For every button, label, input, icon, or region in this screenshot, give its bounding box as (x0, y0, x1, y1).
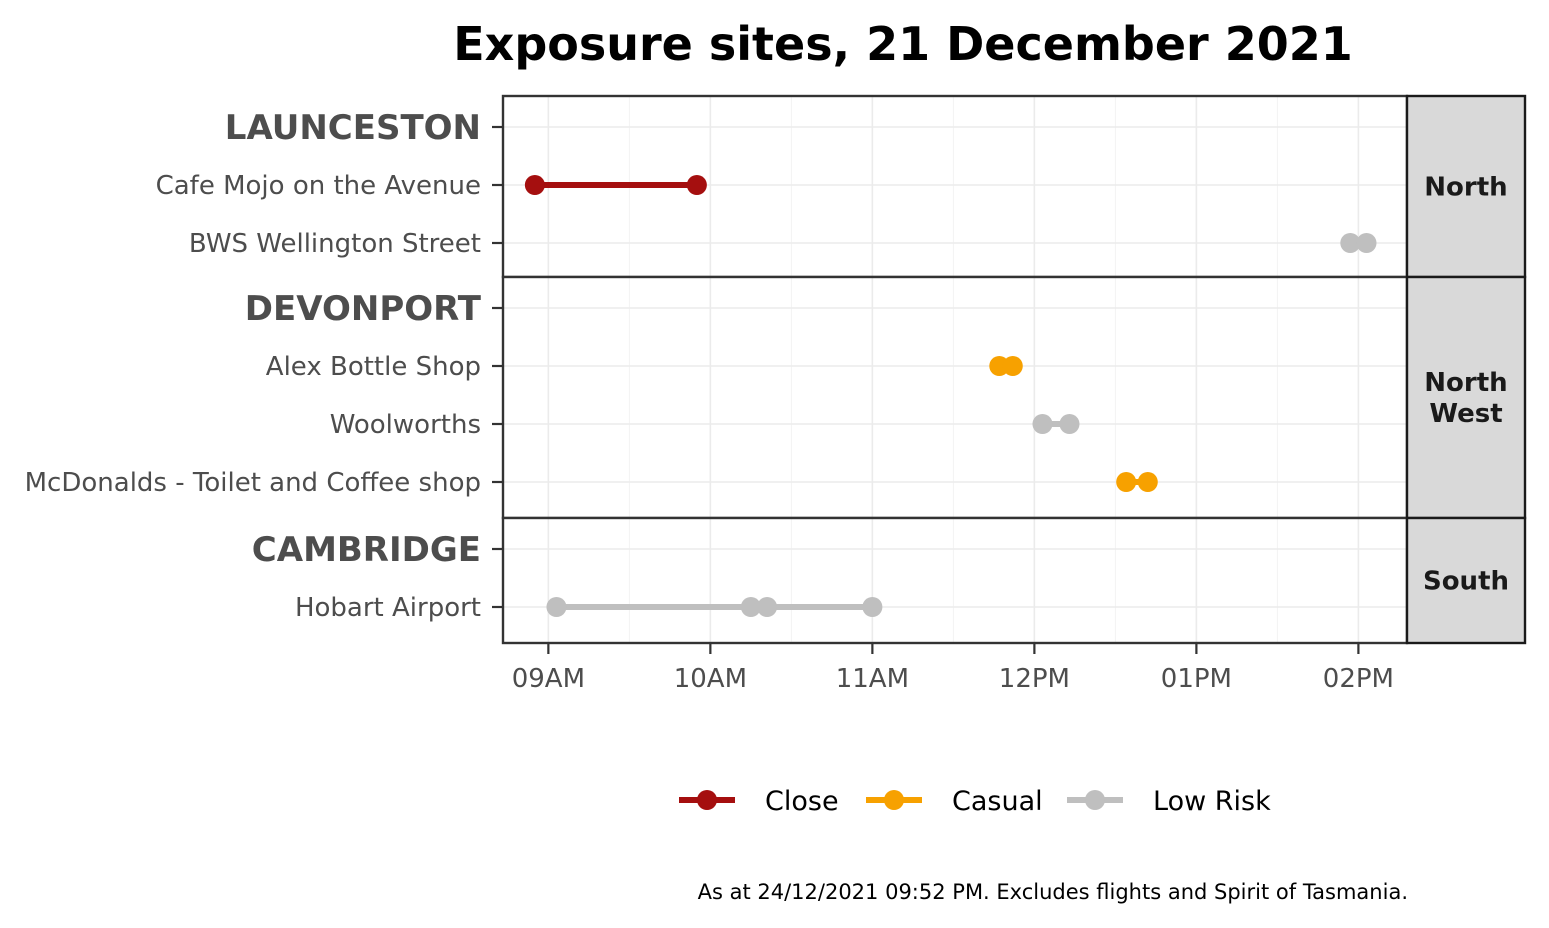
panel-south: CAMBRIDGE Hobart Airport South (252, 516, 1527, 645)
exposure-start-point (1340, 233, 1361, 253)
town-label: CAMBRIDGE (252, 530, 481, 570)
exposure-end-point (740, 597, 761, 617)
site-label: Alex Bottle Shop (266, 352, 481, 382)
legend-key-point (884, 790, 904, 810)
facet-strip-label: North West (1424, 368, 1507, 429)
legend-key-point (1085, 790, 1105, 810)
panel-background (503, 277, 1407, 518)
exposure-end-point (1356, 233, 1377, 253)
chart-caption: As at 24/12/2021 09:52 PM. Excludes flig… (698, 880, 1408, 904)
facet-strip-label: South (1423, 567, 1509, 597)
legend-item: Low Risk (1067, 786, 1271, 817)
legend-label: Low Risk (1153, 786, 1271, 817)
facet-strip-label-line: North (1424, 173, 1507, 203)
panels: LAUNCESTON Cafe Mojo on the Avenue BWS Wel… (25, 94, 1527, 645)
x-tick-label: 11AM (836, 664, 909, 694)
exposure-start-point (524, 175, 545, 195)
x-tick-label: 02PM (1323, 664, 1394, 694)
x-axis: 09AM 10AM 11AM 12PM 01PM 02PM (512, 643, 1394, 694)
legend-key-point (697, 790, 717, 810)
exposure-end-point (1002, 356, 1023, 376)
site-label: Woolworths (330, 410, 481, 440)
panel-background (503, 518, 1407, 643)
facet-strip-label-line: West (1429, 399, 1502, 429)
exposure-end-point (1059, 414, 1080, 434)
x-tick-label: 09AM (512, 664, 585, 694)
chart-title: Exposure sites, 21 December 2021 (453, 17, 1353, 71)
x-tick-label: 10AM (674, 664, 747, 694)
site-label: Hobart Airport (295, 593, 481, 623)
panel-north-west: DEVONPORT Alex Bottle Shop Woolworths McDon… (25, 275, 1527, 520)
exposure-end-point (862, 597, 883, 617)
facet-strip (1405, 94, 1527, 279)
exposure-start-point (757, 597, 778, 617)
x-tick-label: 01PM (1161, 664, 1232, 694)
exposure-start-point (1116, 472, 1137, 492)
panel-north: LAUNCESTON Cafe Mojo on the Avenue BWS Wel… (156, 94, 1527, 279)
legend-item: Close (679, 786, 839, 817)
legend-label: Close (765, 786, 839, 817)
site-label: Cafe Mojo on the Avenue (156, 171, 481, 201)
legend: Close Casual Low Risk (679, 786, 1271, 817)
exposure-end-point (1137, 472, 1158, 492)
town-label: DEVONPORT (245, 289, 482, 329)
facet-strip-label-line: South (1423, 567, 1509, 597)
exposure-start-point (546, 597, 567, 617)
site-label: BWS Wellington Street (189, 229, 481, 259)
x-tick-label: 12PM (999, 664, 1070, 694)
facet-strip-label-line: North (1424, 368, 1507, 398)
facet-strip (1405, 275, 1527, 520)
facet-strip (1405, 516, 1527, 645)
facet-strip-label: North (1424, 173, 1507, 203)
town-label: LAUNCESTON (225, 108, 481, 148)
site-label: McDonalds - Toilet and Coffee shop (25, 468, 481, 498)
legend-item: Casual (866, 786, 1043, 817)
exposure-start-point (1032, 414, 1053, 434)
exposure-end-point (686, 175, 707, 195)
legend-label: Casual (952, 786, 1043, 817)
